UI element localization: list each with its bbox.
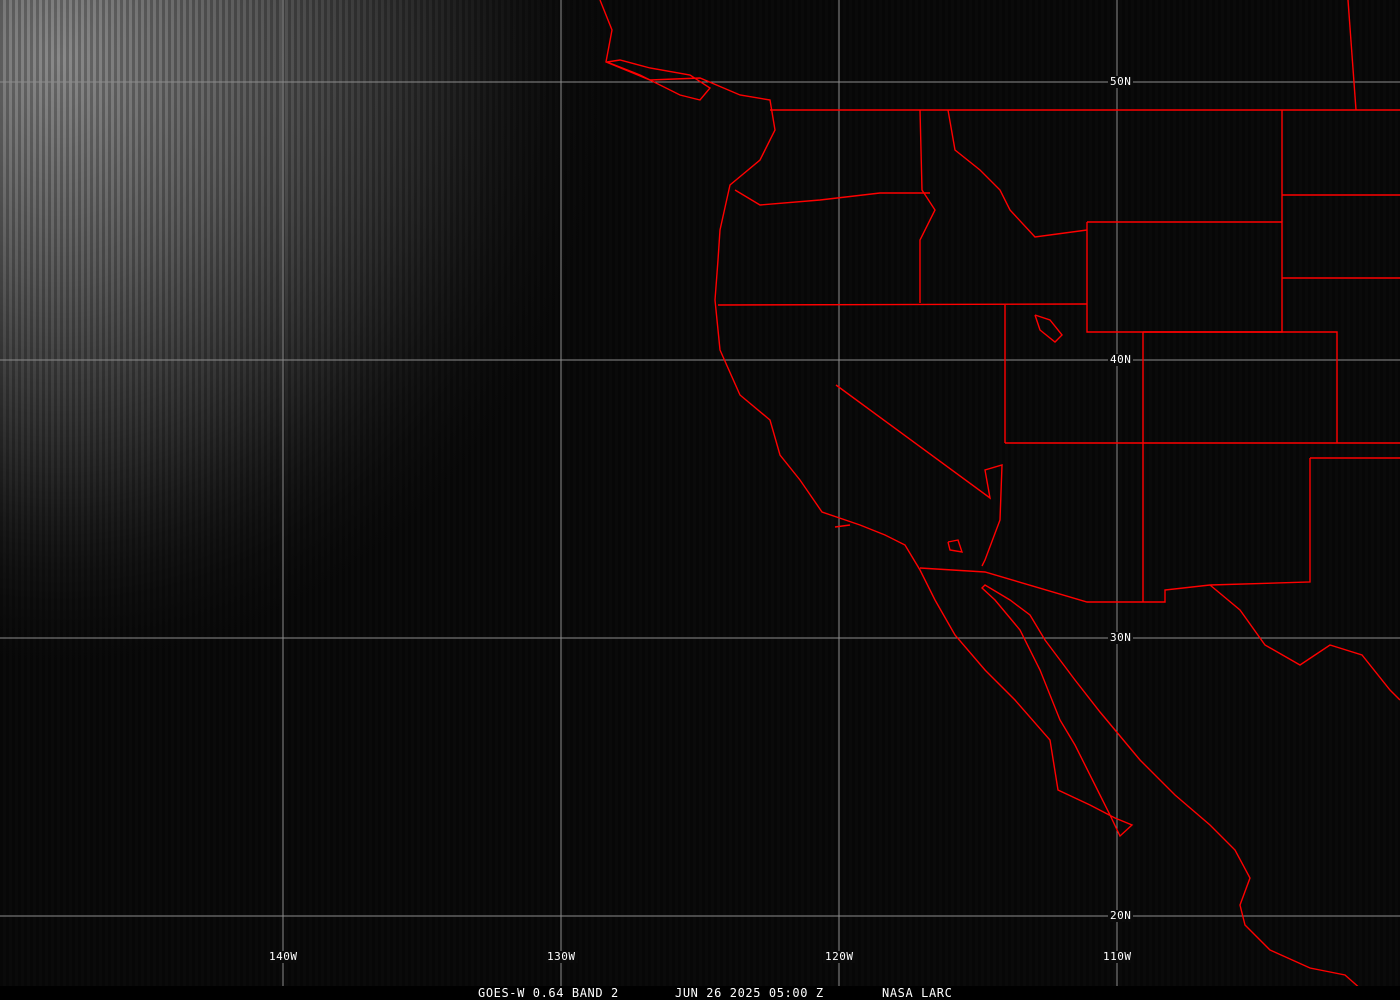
channel-islands [834,524,851,528]
latitude-label: 50N [1108,75,1134,88]
border-co [1143,331,1338,443]
salton-sea [947,539,964,553]
longitude-label: 130W [545,950,578,963]
border-42n [717,303,1088,306]
product-label: GOES-W 0.64 BAND 2 [478,986,619,1000]
longitude-label: 120W [823,950,856,963]
border-ca-nv [835,384,1003,567]
caption-bar: GOES-W 0.64 BAND 2 JUN 26 2025 05:00 Z N… [0,986,1400,1000]
coastline-pacific [599,0,1363,991]
boundaries [599,0,1400,991]
source-label: NASA LARC [882,986,953,1000]
great-salt-lake [1034,314,1063,343]
border-mexico-texas [1209,584,1400,701]
latitude-label: 40N [1108,353,1134,366]
latitude-label: 30N [1108,631,1134,644]
border-wa-or [734,189,930,206]
datetime-label: JUN 26 2025 05:00 Z [675,986,824,1000]
border-canada-east [1347,0,1357,111]
vancouver-island [606,59,712,101]
border-or-id [919,109,936,303]
longitude-label: 110W [1101,950,1134,963]
border-nm-tx [919,458,1311,603]
longitude-label: 140W [267,950,300,963]
latitude-label: 20N [1108,909,1134,922]
border-id-mt [947,109,1088,238]
